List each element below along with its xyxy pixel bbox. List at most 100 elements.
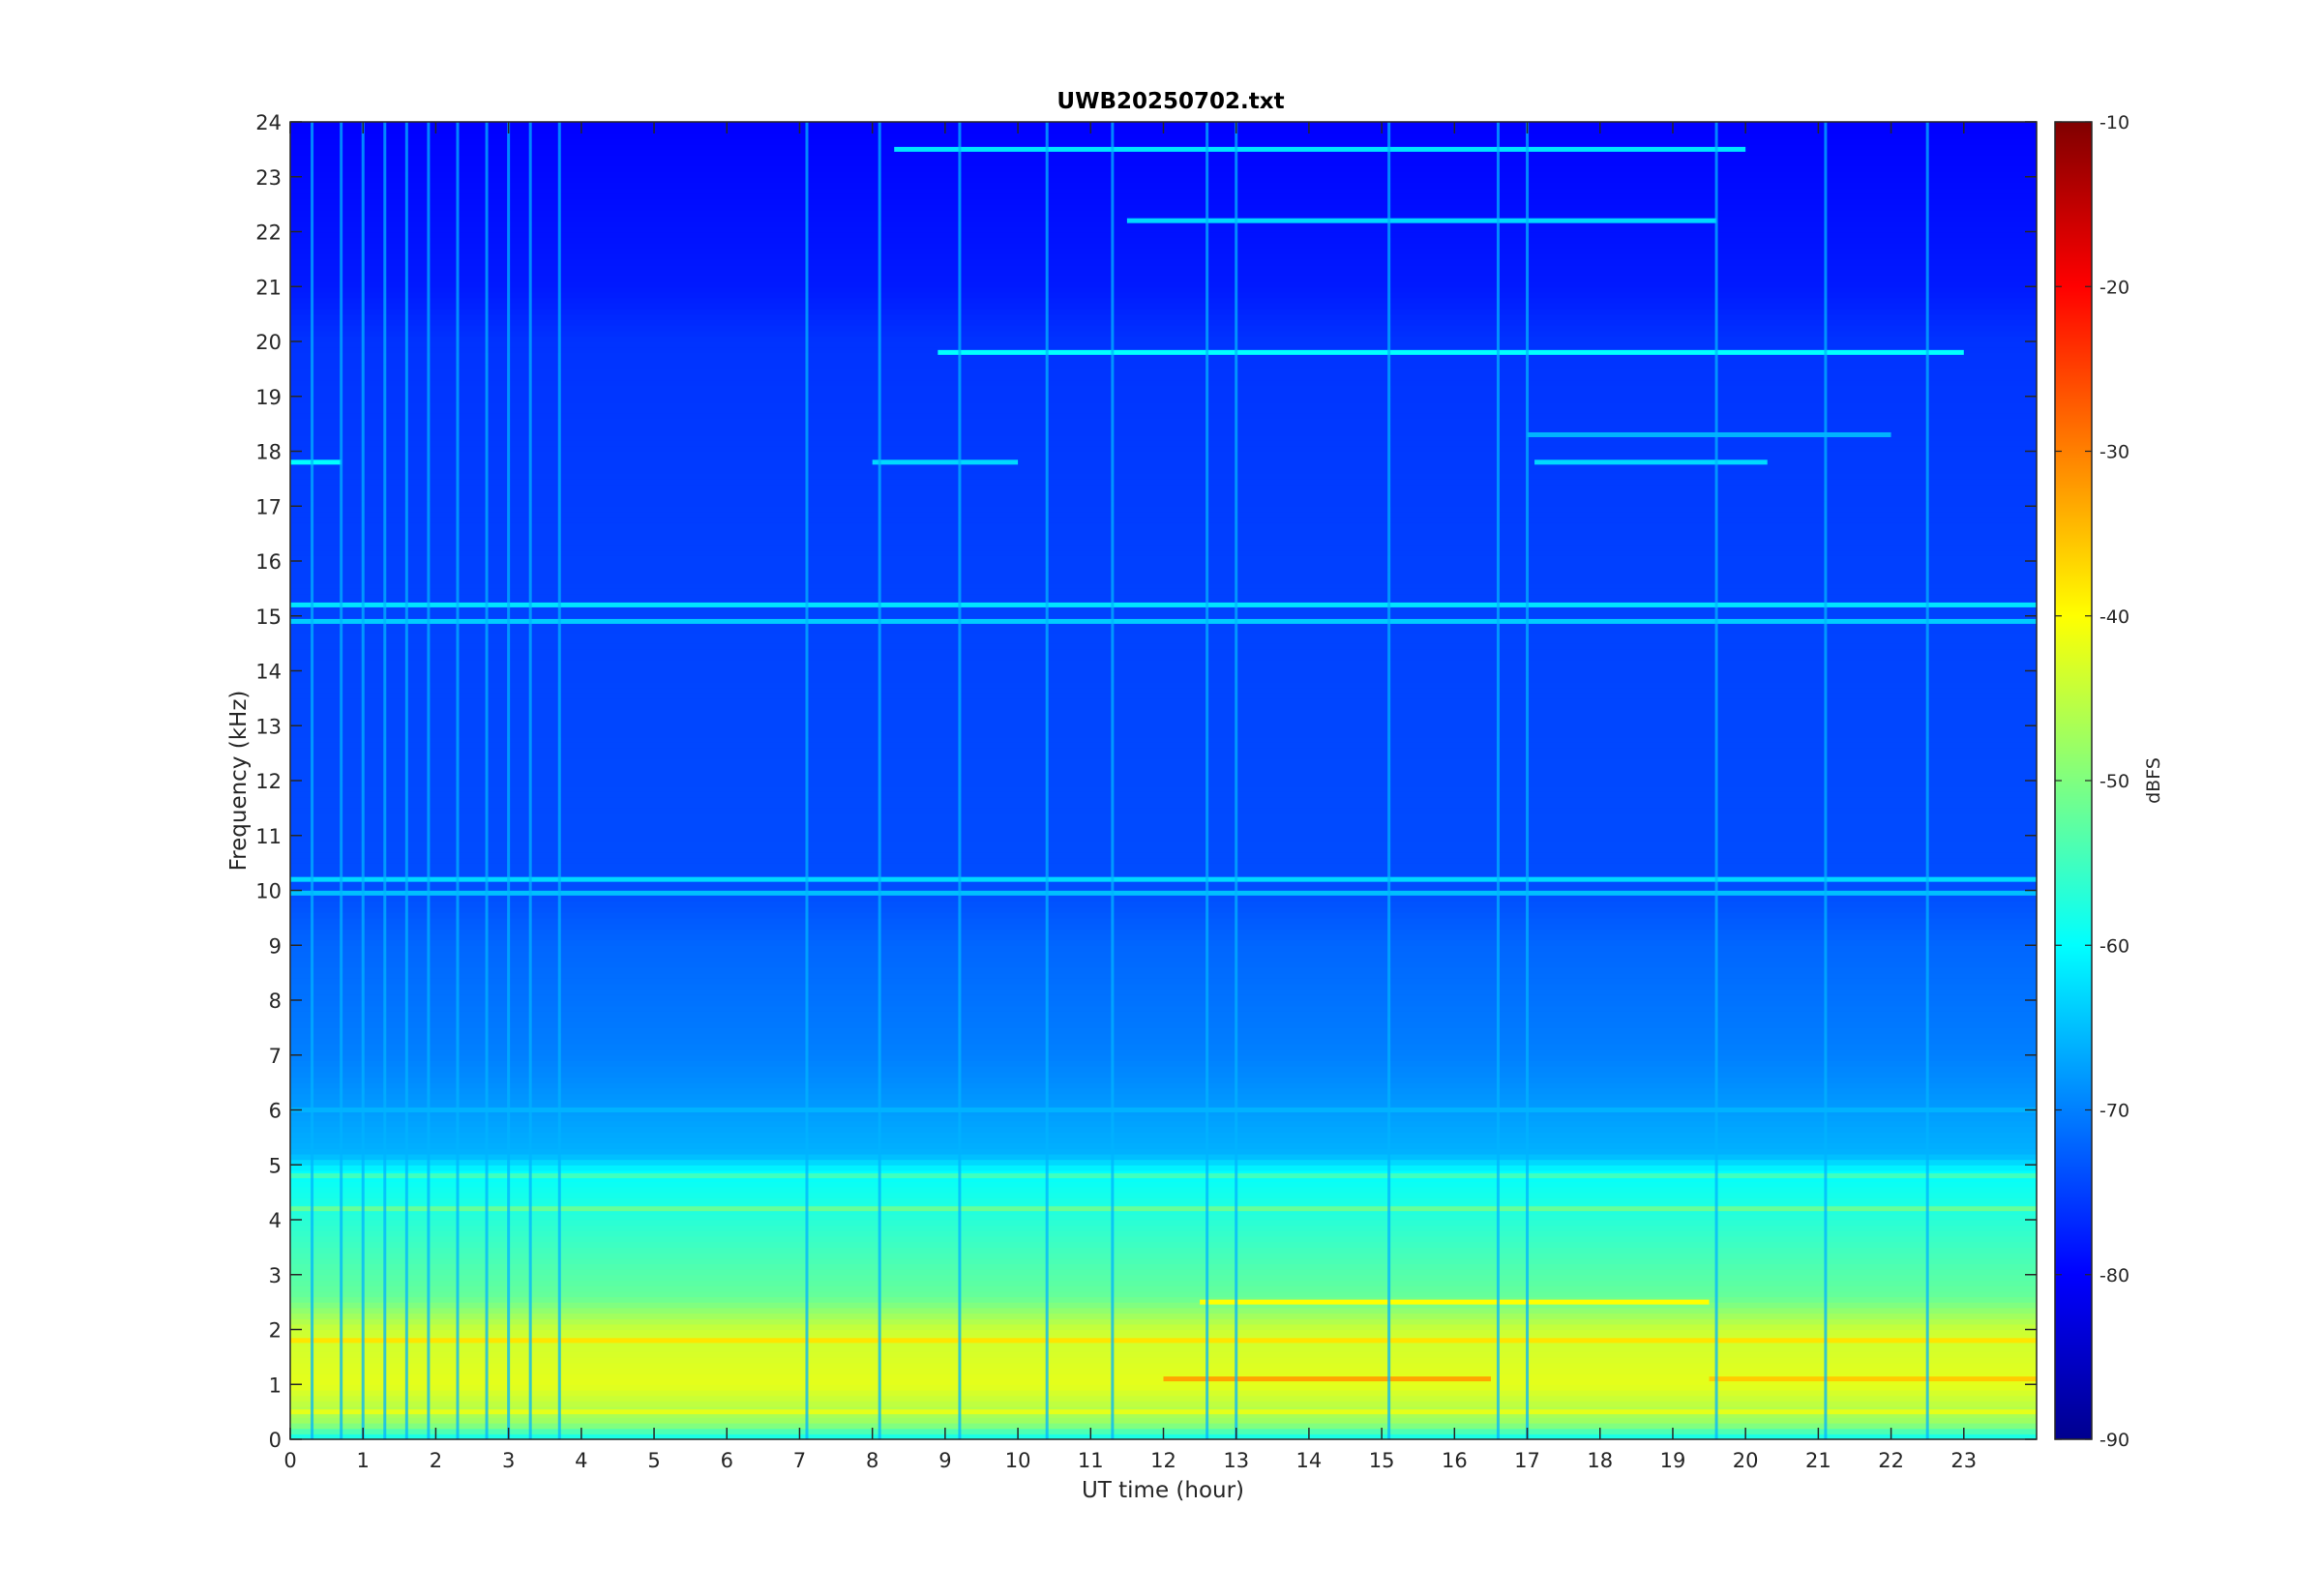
heatmap-band	[290, 632, 2037, 639]
heatmap-band	[290, 434, 2037, 441]
heatmap-band	[290, 1137, 2037, 1144]
y-tick-label: 15	[255, 606, 282, 629]
heatmap-band	[290, 763, 2037, 771]
heatmap-band	[290, 1253, 2037, 1259]
heatmap-band	[290, 637, 2037, 644]
colorbar-tick-label: -10	[2099, 112, 2129, 133]
heatmap-band	[290, 1368, 2037, 1374]
heatmap-band	[290, 1351, 2037, 1358]
heatmap-band	[290, 879, 2037, 886]
narrowband-line	[290, 1338, 2037, 1344]
heatmap-band	[290, 281, 2037, 287]
impulse-line	[1824, 122, 1828, 1439]
narrowband-line	[1163, 1376, 1491, 1382]
heatmap-band	[290, 627, 2037, 634]
heatmap-band	[290, 1401, 2037, 1407]
heatmap-band	[290, 539, 2037, 546]
heatmap-band	[290, 1049, 2037, 1056]
heatmap-band	[290, 972, 2037, 979]
colorbar-tick-label: -40	[2099, 606, 2129, 628]
heatmap-band	[290, 660, 2037, 666]
impulse-line	[1206, 122, 1209, 1439]
impulse-line	[528, 122, 532, 1439]
impulse-line	[878, 122, 881, 1439]
impulse-line	[361, 122, 365, 1439]
heatmap-band	[290, 171, 2037, 178]
heatmap-band	[290, 248, 2037, 254]
heatmap-band	[290, 445, 2037, 453]
heatmap-band	[290, 966, 2037, 974]
heatmap-band	[290, 500, 2037, 507]
heatmap-band	[290, 654, 2037, 661]
impulse-line	[958, 122, 962, 1439]
narrowband-line	[290, 1108, 2037, 1112]
heatmap-band	[290, 275, 2037, 282]
narrowband-line	[938, 349, 1964, 355]
impulse-line	[1387, 122, 1391, 1439]
heatmap-band	[290, 873, 2037, 880]
heatmap-band	[290, 313, 2037, 320]
heatmap-band	[290, 258, 2037, 266]
heatmap-band	[290, 709, 2037, 716]
heatmap-band	[290, 676, 2037, 683]
heatmap-band	[290, 1192, 2037, 1198]
heatmap-band	[290, 824, 2037, 831]
heatmap-band	[290, 896, 2037, 902]
heatmap-band	[290, 330, 2037, 337]
heatmap-band	[290, 1153, 2037, 1161]
heatmap-band	[290, 1378, 2037, 1385]
heatmap-band	[290, 1142, 2037, 1149]
y-tick-label: 19	[255, 386, 282, 409]
heatmap-band	[290, 1362, 2037, 1369]
heatmap-band	[290, 533, 2037, 540]
heatmap-band	[290, 577, 2037, 584]
y-tick-label: 16	[255, 550, 282, 574]
heatmap-band	[290, 1017, 2037, 1023]
heatmap-band	[290, 369, 2037, 375]
narrowband-line	[894, 146, 1746, 152]
heatmap-band	[290, 1060, 2037, 1067]
heatmap-band	[290, 1247, 2037, 1254]
y-tick-label: 10	[255, 880, 282, 903]
heatmap-band	[290, 1109, 2037, 1116]
heatmap-band	[290, 802, 2037, 809]
heatmap-band	[290, 791, 2037, 798]
heatmap-band	[290, 720, 2037, 726]
heatmap-band	[290, 730, 2037, 738]
heatmap-band	[290, 1307, 2037, 1315]
heatmap-band	[290, 1323, 2037, 1331]
heatmap-band	[290, 401, 2037, 408]
heatmap-band	[290, 994, 2037, 1001]
x-tick-label: 4	[575, 1449, 587, 1472]
heatmap-band	[290, 253, 2037, 260]
narrowband-line	[1527, 431, 1891, 437]
heatmap-band	[290, 1296, 2037, 1303]
heatmap-band	[290, 868, 2037, 875]
heatmap-band	[290, 857, 2037, 864]
heatmap-band	[290, 1236, 2037, 1243]
heatmap-band	[290, 297, 2037, 304]
heatmap-band	[290, 621, 2037, 628]
y-tick-label: 5	[269, 1154, 282, 1177]
heatmap-band	[290, 841, 2037, 847]
heatmap-band	[290, 1021, 2037, 1028]
heatmap-band	[290, 781, 2037, 787]
heatmap-band	[290, 1356, 2037, 1364]
heatmap-band	[290, 1202, 2037, 1210]
heatmap-band	[290, 517, 2037, 523]
chart-title: UWB20250702.txt	[1057, 89, 1284, 114]
x-tick-label: 2	[430, 1449, 442, 1472]
impulse-line	[1526, 122, 1530, 1439]
heatmap-band	[290, 264, 2037, 271]
colorbar-tick-label: -30	[2099, 442, 2129, 463]
heatmap-band	[290, 923, 2037, 930]
heatmap-band	[290, 303, 2037, 310]
heatmap-band	[290, 324, 2037, 332]
heatmap-band	[290, 412, 2037, 420]
x-tick-label: 9	[938, 1449, 951, 1472]
narrowband-line	[1709, 1376, 2037, 1382]
heatmap-band	[290, 961, 2037, 968]
impulse-line	[1111, 122, 1115, 1439]
heatmap-band	[290, 785, 2037, 792]
y-tick-label: 9	[269, 934, 282, 958]
